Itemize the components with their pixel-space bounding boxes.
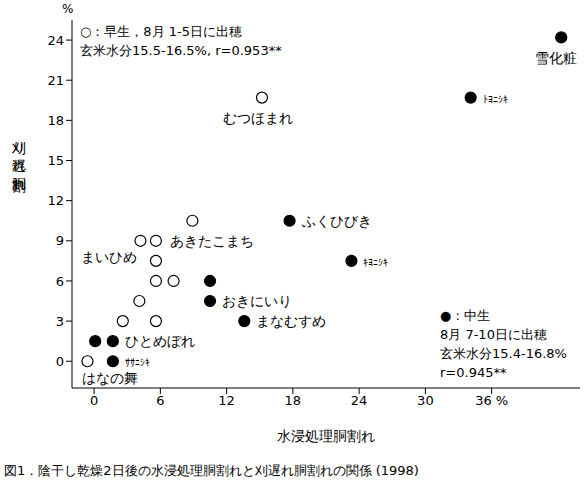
svg-text:ふくひびき: ふくひびき (301, 213, 372, 229)
svg-text:あきたこまち: あきたこまち (170, 233, 254, 249)
svg-text:18: 18 (285, 393, 302, 408)
html-text:刈り遅れ胴割れ: 刈り遅れ胴割れ (11, 130, 27, 185)
svg-text:21: 21 (47, 73, 64, 88)
svg-text:雪化粧: 雪化粧 (535, 50, 577, 66)
svg-text:0: 0 (90, 393, 98, 408)
svg-text:ﾄﾖﾆｼｷ: ﾄﾖﾆｼｷ (483, 94, 508, 105)
svg-text:24: 24 (47, 33, 64, 48)
svg-text:0: 0 (56, 354, 64, 369)
html-text:○：早生，8月 1-5日に出穂: ○：早生，8月 1-5日に出穂 (80, 24, 242, 39)
svg-text:ｻｻﾆｼｷ: ｻｻﾆｼｷ (125, 357, 150, 368)
svg-text:18: 18 (47, 113, 64, 128)
svg-text:12: 12 (47, 193, 64, 208)
html-text:● : 中生: ● : 中生 (440, 308, 490, 323)
svg-text:15: 15 (47, 153, 64, 168)
svg-text:9: 9 (56, 233, 64, 248)
svg-text:6: 6 (156, 393, 164, 408)
svg-text:まいひめ: まいひめ (81, 249, 137, 265)
html-text:玄米水分15.4-16.8%: 玄米水分15.4-16.8% (440, 346, 567, 361)
svg-text:ｷﾖﾆｼｷ: ｷﾖﾆｼｷ (363, 257, 388, 268)
svg-text:30: 30 (417, 393, 434, 408)
svg-text:むつほまれ: むつほまれ (223, 110, 293, 126)
svg-text:12: 12 (218, 393, 235, 408)
svg-text:ひとめぼれ: ひとめぼれ (125, 333, 195, 349)
svg-text:3: 3 (56, 314, 64, 329)
html-text:図1．陰干し乾燥2日後の水浸処理胴割れと刈遅れ胴割れの関係: 図1．陰干し乾燥2日後の水浸処理胴割れと刈遅れ胴割れの関係 (1998) (4, 463, 419, 478)
svg-text:6: 6 (56, 274, 64, 289)
svg-text:はなの舞: はなの舞 (82, 370, 138, 386)
svg-text:36 %: 36 % (475, 393, 508, 408)
svg-text:おきにいり: おきにいり (222, 293, 292, 309)
svg-text:24: 24 (351, 393, 368, 408)
html-text:r=0.945**: r=0.945** (440, 365, 507, 380)
html-text:8月 7-10日に出穂: 8月 7-10日に出穂 (440, 327, 547, 342)
html-text:水浸処理胴割れ: 水浸処理胴割れ (277, 428, 375, 444)
html-text:玄米水分15.5-16.5%, r=0.953**: 玄米水分15.5-16.5%, r=0.953** (80, 43, 282, 58)
svg-text:まなむすめ: まなむすめ (256, 313, 326, 329)
